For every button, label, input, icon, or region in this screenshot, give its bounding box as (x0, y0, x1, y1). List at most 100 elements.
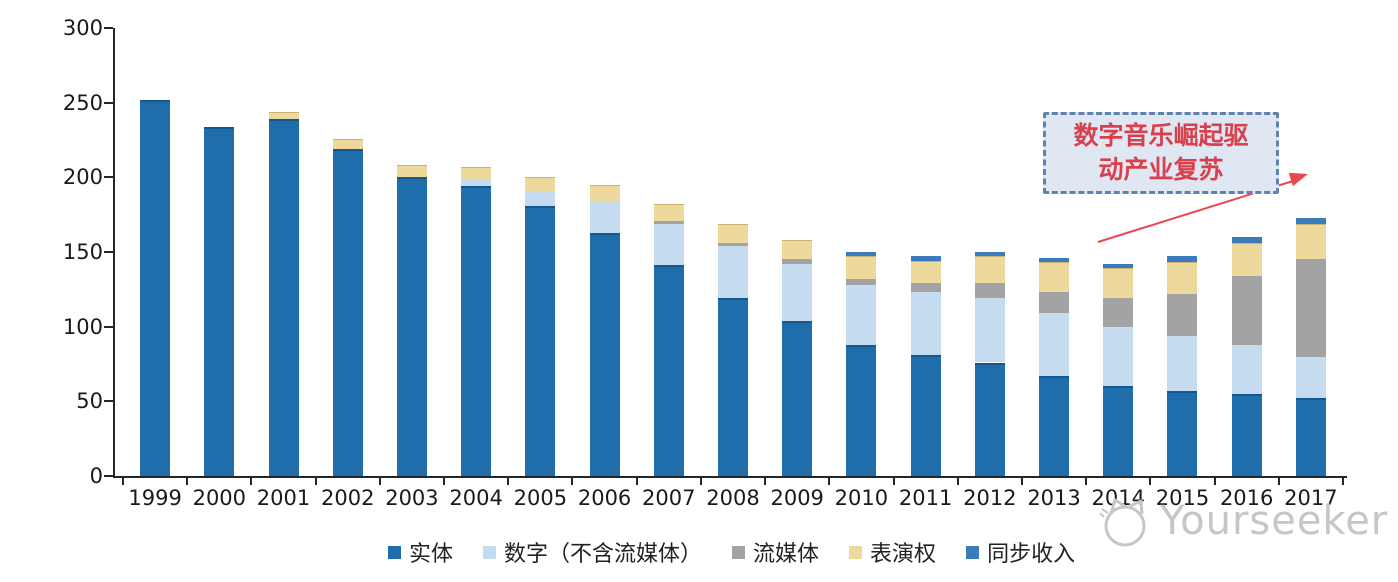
x-axis-tick (186, 478, 189, 485)
bar-segment-2003-0 (396, 177, 427, 476)
bar-segment-2007-0 (653, 265, 684, 476)
x-axis-tick (1342, 478, 1344, 485)
y-axis-tick-label: 300 (62, 16, 103, 40)
legend-label: 流媒体 (753, 542, 820, 567)
y-axis-tick-label: 200 (62, 165, 103, 190)
bar-segment-2013-4 (1039, 257, 1070, 263)
y-axis-tick (104, 101, 113, 104)
bar-segment-2015-1 (1167, 335, 1198, 391)
bar-segment-2005-0 (525, 205, 556, 476)
bar-segment-2017-4 (1295, 217, 1326, 224)
x-axis-tick (250, 478, 253, 485)
bar-segment-2017-0 (1295, 398, 1326, 476)
bar-segment-2017-3 (1295, 223, 1326, 260)
x-axis-label-2013: 2013 (1027, 486, 1081, 510)
y-axis-tick-label: 250 (62, 90, 103, 115)
bar-segment-2016-2 (1231, 275, 1262, 345)
legend-label: 同步收入 (987, 542, 1076, 567)
legend-item-4: 同步收入 (966, 536, 1075, 568)
bar-segment-2005-3 (525, 177, 556, 193)
x-axis-label-2005: 2005 (513, 486, 568, 510)
legend-swatch-icon (483, 545, 497, 559)
bar-segment-2013-3 (1039, 262, 1070, 293)
bar-segment-2009-0 (782, 320, 813, 476)
x-axis-label-2008: 2008 (706, 486, 760, 510)
bar-segment-2006-0 (589, 232, 620, 476)
y-axis-tick (104, 400, 113, 403)
y-axis-tick (104, 325, 113, 328)
x-axis-tick (828, 478, 831, 485)
bar-segment-2014-2 (1103, 298, 1134, 327)
bar-segment-2012-4 (974, 252, 1005, 257)
bar-segment-2015-0 (1167, 390, 1198, 476)
bar-segment-2006-1 (589, 201, 620, 233)
y-axis-tick (104, 475, 113, 477)
bar-segment-2016-1 (1231, 344, 1262, 394)
x-axis-tick (1149, 478, 1152, 485)
bar-segment-2014-4 (1103, 263, 1134, 269)
x-axis-tick (571, 478, 574, 485)
x-axis-label-2000: 2000 (192, 486, 247, 510)
bar-segment-2004-0 (461, 186, 492, 476)
bar-segment-2008-1 (718, 246, 748, 299)
legend-swatch-icon (732, 545, 746, 559)
legend-label: 实体 (409, 542, 454, 567)
x-axis-tick (1213, 478, 1216, 485)
bar-segment-2010-1 (846, 284, 877, 345)
x-axis-label-2012: 2012 (963, 486, 1017, 510)
x-axis-tick (1020, 478, 1023, 485)
legend-label: 表演权 (870, 542, 937, 567)
y-axis-tick-label: 150 (62, 240, 103, 264)
x-axis-label-2016: 2016 (1219, 486, 1274, 510)
bar-segment-2010-2 (846, 278, 877, 285)
bar-segment-2006-3 (589, 184, 620, 202)
bar-segment-2001-3 (268, 111, 299, 120)
x-axis-label-2004: 2004 (449, 486, 503, 510)
bar-segment-2012-0 (974, 362, 1005, 476)
bar-segment-2011-4 (910, 256, 941, 261)
y-axis-tick-label: 0 (89, 464, 103, 488)
bar-segment-2013-2 (1039, 292, 1070, 314)
bar-segment-2012-1 (974, 298, 1005, 363)
bar-segment-2012-3 (974, 256, 1005, 284)
bar-segment-2013-1 (1039, 313, 1070, 376)
x-axis-tick (122, 478, 124, 485)
bar-segment-2003-3 (396, 165, 427, 178)
x-axis-label-1999: 1999 (128, 486, 182, 510)
bar-segment-2012-2 (974, 283, 1005, 299)
bar-segment-2008-2 (718, 243, 748, 247)
bar-segment-2010-3 (846, 256, 877, 279)
x-axis-tick (443, 478, 446, 485)
y-axis-tick-label: 50 (76, 389, 103, 414)
x-axis-label-2009: 2009 (770, 486, 824, 510)
x-axis-tick (892, 478, 895, 485)
legend-item-2: 流媒体 (732, 536, 819, 568)
bar-segment-2011-0 (910, 355, 941, 476)
x-axis-label-2003: 2003 (385, 486, 439, 510)
x-axis-label-2010: 2010 (834, 486, 889, 510)
x-axis-tick (635, 478, 638, 485)
legend-item-0: 实体 (388, 536, 453, 568)
x-axis-tick (507, 478, 510, 485)
bar-segment-2016-0 (1231, 393, 1262, 476)
bar-segment-2014-1 (1103, 326, 1134, 387)
x-axis-tick (956, 478, 959, 485)
bar-segment-2011-1 (910, 292, 941, 356)
bar-segment-2010-0 (846, 344, 877, 476)
x-axis-tick (1085, 478, 1088, 485)
x-axis-label-2015: 2015 (1155, 486, 1210, 510)
legend-label: 数字（不含流媒体） (504, 542, 703, 567)
y-axis-tick-label: 100 (62, 314, 103, 339)
legend: 实体 数字（不含流媒体） 流媒体 表演权 同步收入 (388, 536, 1075, 568)
bar-segment-2002-0 (332, 148, 363, 476)
x-axis-label-2017: 2017 (1284, 486, 1338, 510)
bar-segment-2017-2 (1295, 259, 1326, 357)
bar-segment-2015-3 (1167, 262, 1198, 294)
x-axis-label-2006: 2006 (577, 486, 632, 510)
bar-segment-2004-3 (461, 166, 492, 181)
y-axis-tick (104, 251, 113, 253)
bar-segment-2004-1 (461, 180, 492, 187)
bar-segment-2017-1 (1295, 356, 1326, 399)
x-axis-tick (764, 478, 767, 485)
bar-segment-2008-0 (718, 298, 748, 476)
